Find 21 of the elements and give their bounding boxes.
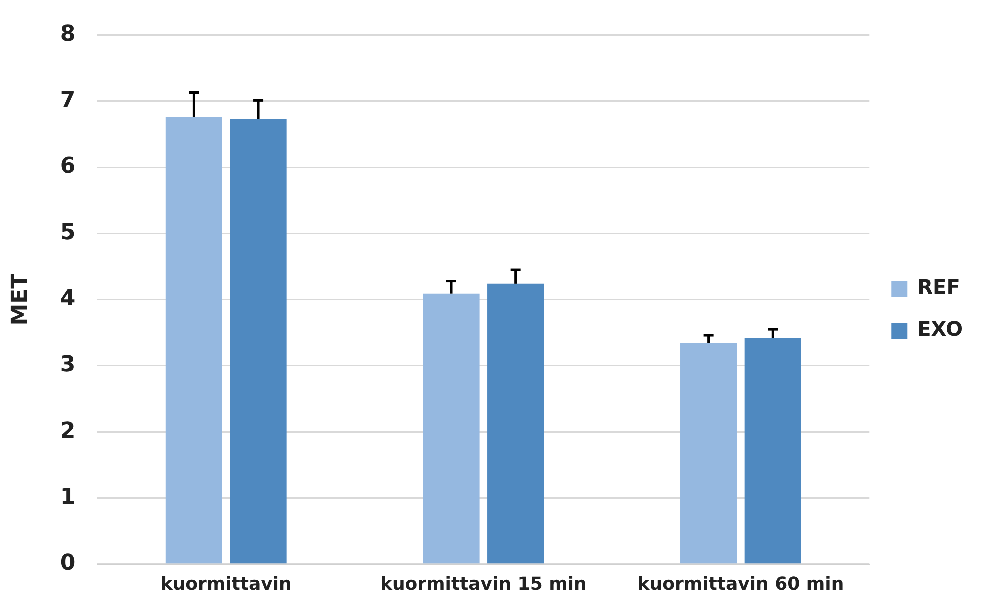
- y-axis-title: MET: [8, 274, 33, 326]
- bar: [230, 119, 287, 564]
- y-tick-label: 7: [60, 88, 76, 114]
- bar: [680, 343, 738, 564]
- y-tick-label: 4: [60, 286, 76, 312]
- bar: [744, 338, 802, 564]
- x-tick-label: kuormittavin 60 min: [638, 574, 844, 595]
- x-tick-label: kuormittavin: [160, 574, 292, 595]
- y-tick-label: 0: [60, 551, 76, 576]
- y-tick-label: 3: [60, 352, 76, 378]
- y-tick-label: 6: [60, 154, 76, 180]
- y-tick-label: 5: [60, 220, 76, 246]
- legend-label: EXO: [918, 317, 964, 342]
- bar: [488, 284, 544, 564]
- y-tick-label: 1: [60, 484, 76, 510]
- y-tick-label: 2: [60, 418, 76, 444]
- x-tick-label: kuormittavin 15 min: [380, 574, 587, 595]
- legend-label: REF: [918, 275, 960, 300]
- y-tick-label: 8: [60, 22, 76, 47]
- bar: [423, 294, 480, 564]
- bar: [166, 117, 222, 564]
